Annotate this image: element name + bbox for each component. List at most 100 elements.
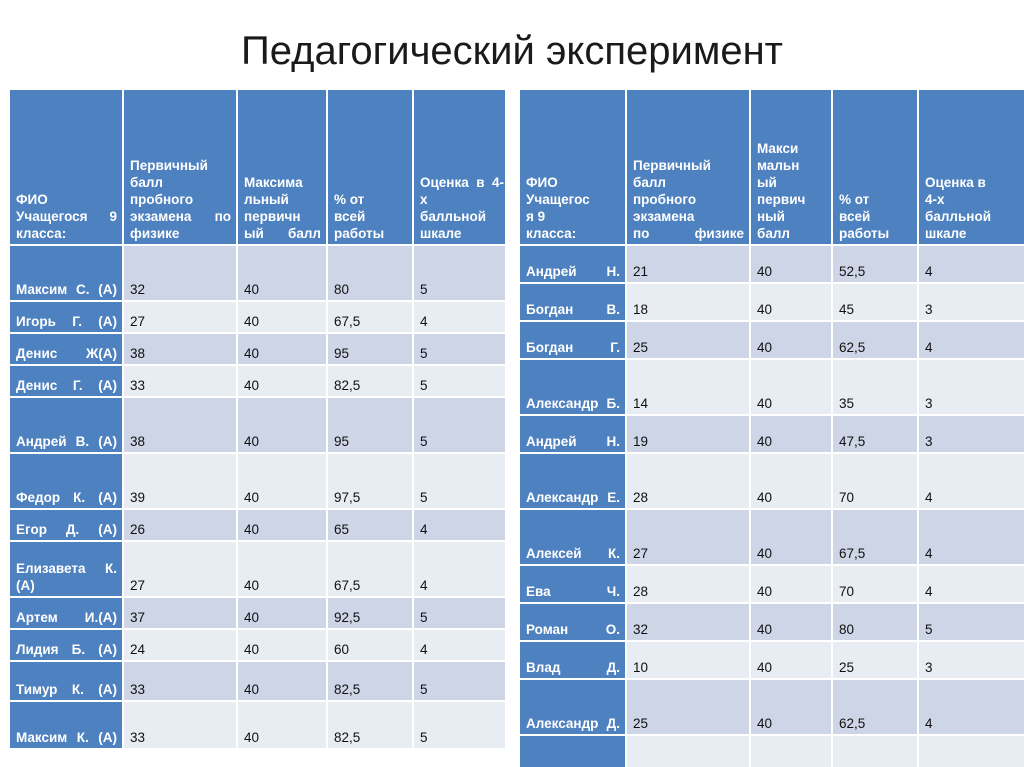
primary-score-cell: 25: [627, 736, 749, 767]
percent-cell: 70: [833, 566, 917, 602]
header-line: ФИО: [16, 192, 48, 207]
grade-cell: 3: [919, 284, 1024, 320]
header-line: балльной: [420, 209, 486, 224]
primary-score-cell: 38: [124, 398, 236, 452]
grade-cell: 5: [414, 398, 505, 452]
max-score-cell: 40: [751, 284, 831, 320]
table-row[interactable]: Александр Д. 25 40 62,5 4: [520, 680, 1024, 734]
table-row[interactable]: Денис Ж(А) 38 40 95 5: [10, 334, 505, 364]
primary-score-cell: 37: [124, 598, 236, 628]
header-line: балльной: [925, 209, 991, 224]
primary-score-cell: 39: [124, 454, 236, 508]
right-col-header-fio: ФИО Учащегос я 9 класса:: [520, 90, 625, 244]
max-score-cell: 40: [238, 246, 326, 300]
grade-cell: 5: [414, 334, 505, 364]
table-row[interactable]: Андрей Н. 19 40 47,5 3: [520, 416, 1024, 452]
header-line: пробного: [633, 192, 697, 207]
student-name-cell: Андрей Н.: [520, 416, 625, 452]
header-line: ый: [757, 175, 777, 190]
percent-cell: 82,5: [328, 702, 412, 748]
left-col-header-fio: ФИО Учащегося 9 класса:: [10, 90, 122, 244]
header-line: я 9: [526, 209, 546, 224]
student-name-cell: Елизавета К. (А): [10, 542, 122, 596]
max-score-cell: 40: [238, 334, 326, 364]
left-col-header-grade: Оценка в 4-х балльной шкале: [414, 90, 505, 244]
primary-score-cell: 25: [627, 322, 749, 358]
table-row[interactable]: Ева Ч. 28 40 70 4: [520, 566, 1024, 602]
table-row[interactable]: Елизавета К. (А) 27 40 67,5 4: [10, 542, 505, 596]
grade-cell: 5: [414, 598, 505, 628]
table-row[interactable]: Андрей В. (А) 38 40 95 5: [10, 398, 505, 452]
primary-score-cell: 33: [124, 702, 236, 748]
grade-cell: 5: [414, 246, 505, 300]
student-name-cell: Андрей В. (А): [10, 398, 122, 452]
header-line: 4-х: [925, 192, 945, 207]
table-row[interactable]: Тимур К. (А) 33 40 82,5 5: [10, 662, 505, 700]
left-table-header-row: ФИО Учащегося 9 класса: Первичный балл п…: [10, 90, 505, 244]
table-row[interactable]: Влад Д. 10 40 25 3: [520, 642, 1024, 678]
table-row[interactable]: Игорь Г. (А) 27 40 67,5 4: [10, 302, 505, 332]
percent-cell: 95: [328, 334, 412, 364]
percent-cell: 95: [328, 398, 412, 452]
grade-cell: 4: [919, 322, 1024, 358]
student-name-cell: Денис Ж(А): [10, 334, 122, 364]
table-row[interactable]: Лидия Б. (А) 24 40 60 4: [10, 630, 505, 660]
table-row[interactable]: Богдан В. 18 40 45 3: [520, 284, 1024, 320]
grade-cell: 4: [919, 680, 1024, 734]
primary-score-cell: 19: [627, 416, 749, 452]
grade-cell: 3: [919, 416, 1024, 452]
student-name-cell: Адамир А.: [520, 736, 625, 767]
header-line: Первичный: [130, 158, 208, 173]
table-row[interactable]: Федор К. (А) 39 40 97,5 5: [10, 454, 505, 508]
primary-score-cell: 32: [627, 604, 749, 640]
max-score-cell: 40: [238, 598, 326, 628]
max-score-cell: 40: [238, 454, 326, 508]
header-line: % от: [839, 192, 870, 207]
primary-score-cell: 21: [627, 246, 749, 282]
grade-cell: 4: [414, 510, 505, 540]
header-line: Учащегося 9: [16, 209, 117, 224]
left-col-header-primary-score: Первичный балл пробного экзамена по физи…: [124, 90, 236, 244]
header-line: первич: [757, 192, 806, 207]
header-line: по физике: [633, 226, 744, 241]
percent-cell: 35: [833, 360, 917, 414]
table-row[interactable]: Андрей Н. 21 40 52,5 4: [520, 246, 1024, 282]
header-line: всей: [334, 209, 366, 224]
primary-score-cell: 28: [627, 566, 749, 602]
percent-cell: 67,5: [833, 510, 917, 564]
percent-cell: 92,5: [328, 598, 412, 628]
header-line: льный: [244, 192, 289, 207]
right-col-header-primary-score: Первичный балл пробного экзамена по физи…: [627, 90, 749, 244]
primary-score-cell: 14: [627, 360, 749, 414]
grade-cell: 5: [414, 366, 505, 396]
table-row[interactable]: Александр Б. 14 40 35 3: [520, 360, 1024, 414]
table-row[interactable]: Артем И.(А) 37 40 92,5 5: [10, 598, 505, 628]
header-line: физике: [130, 226, 180, 241]
max-score-cell: 40: [238, 302, 326, 332]
primary-score-cell: 28: [627, 454, 749, 508]
table-row[interactable]: Максим К. (А) 33 40 82,5 5: [10, 702, 505, 748]
percent-cell: 60: [328, 630, 412, 660]
table-row[interactable]: Алексей К. 27 40 67,5 4: [520, 510, 1024, 564]
table-row[interactable]: Денис Г. (А) 33 40 82,5 5: [10, 366, 505, 396]
table-row[interactable]: Александр Е. 28 40 70 4: [520, 454, 1024, 508]
table-row[interactable]: Роман О. 32 40 80 5: [520, 604, 1024, 640]
table-row[interactable]: Егор Д. (А) 26 40 65 4: [10, 510, 505, 540]
right-col-header-max-score: Макси мальн ый первич ный балл: [751, 90, 831, 244]
grade-cell: 4: [414, 542, 505, 596]
max-score-cell: 40: [751, 246, 831, 282]
grade-cell: 4: [919, 736, 1024, 767]
student-name-cell: Александр Д.: [520, 680, 625, 734]
header-line: Максима: [244, 175, 303, 190]
percent-cell: 80: [833, 604, 917, 640]
student-name-cell: Александр Е.: [520, 454, 625, 508]
table-row[interactable]: Максим С. (А) 32 40 80 5: [10, 246, 505, 300]
primary-score-cell: 33: [124, 366, 236, 396]
grade-cell: 4: [919, 246, 1024, 282]
percent-cell: 62,5: [833, 736, 917, 767]
page-title: Педагогический эксперимент: [241, 28, 783, 73]
table-row[interactable]: Богдан Г. 25 40 62,5 4: [520, 322, 1024, 358]
header-line: мальн: [757, 158, 800, 173]
header-line: балл: [757, 226, 790, 241]
